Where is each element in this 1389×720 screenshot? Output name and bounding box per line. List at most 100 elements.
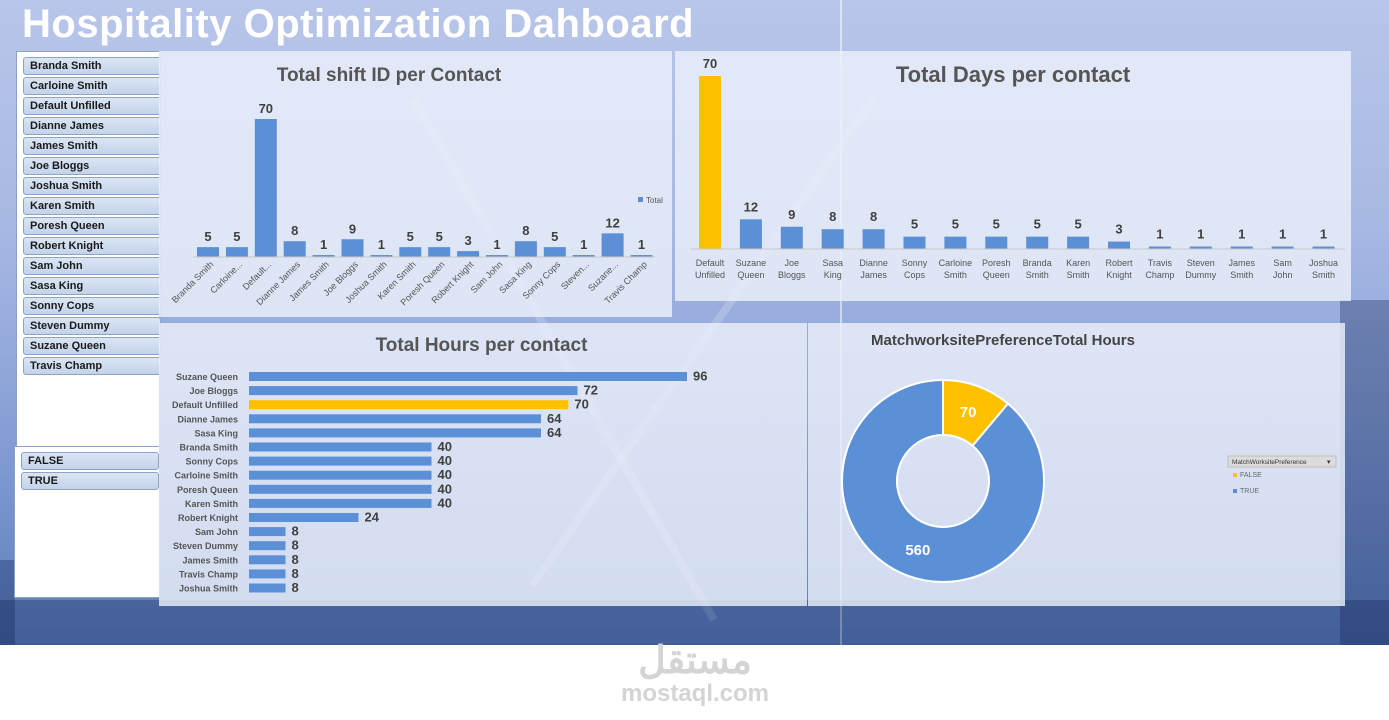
bar-3 [821,229,844,249]
tick-label-13: James Smith [182,555,238,565]
bar-12 [543,247,566,257]
legend-swatch [638,197,643,202]
tick-label-10: Robert Knight [1105,258,1133,280]
tick-label-9: Karen Smith [185,499,238,509]
data-label-9: 40 [438,495,452,510]
slicer-item-james-smith[interactable]: James Smith [23,137,161,155]
tick-label-7: Carloine Smith [174,471,238,481]
slicer-item-default-unfilled[interactable]: Default Unfilled [23,97,161,115]
data-label-7: 5 [407,229,414,244]
tick-label-9: Karen Smith [1066,258,1090,280]
bar-4 [862,229,885,249]
bar-14 [601,233,624,257]
bar-2 [254,119,277,257]
bar-6 [249,456,432,466]
data-label-9: 5 [1074,217,1081,232]
bar-9 [1067,236,1090,249]
bar-0 [699,76,721,249]
bar-3 [249,414,541,424]
tick-label-7: Poresh Queen [982,258,1011,280]
donut-chart: 70 560 MatchWorksitePreference ▾ FALSE TRUE [841,378,1337,583]
tick-label-5: Branda Smith [179,443,238,453]
slicer-item-robert-knight[interactable]: Robert Knight [23,237,161,255]
slice-true [841,378,1045,583]
data-label-7: 5 [993,217,1000,232]
bar-10 [1108,241,1130,249]
bar-11 [249,527,286,537]
bar-15 [630,255,653,257]
data-label-1: 72 [584,383,598,398]
shift-chart-panel: Total shift ID per Contact 5 Branda Smith… [159,51,672,317]
slicer-item-sonny-cops[interactable]: Sonny Cops [23,297,161,315]
contact-slicer: Branda Smith Carloine Smith Default Unfill… [16,51,161,447]
tick-label-1: Joe Bloggs [189,386,238,396]
hours-chart-title: Total Hours per contact [375,335,588,356]
data-label-10: 24 [365,510,380,525]
bar-12 [1189,246,1212,249]
bar-7 [249,470,432,480]
legend-swatch-true [1233,489,1237,493]
tick-label-4: Dianne James [859,258,888,280]
data-label-6: 5 [952,217,959,232]
data-label-3: 8 [291,223,298,238]
data-label-0: 5 [204,229,211,244]
slicer-item-joe-bloggs[interactable]: Joe Bloggs [23,157,161,175]
data-label-11: 8 [522,223,529,238]
slicer-item-true[interactable]: TRUE [21,472,159,490]
tick-label-8: Poresh Queen [177,485,238,495]
data-label-11: 1 [1156,227,1163,242]
data-label-2: 9 [788,207,795,222]
bar-13 [1230,246,1253,249]
slicer-item-carloine-smith[interactable]: Carloine Smith [23,77,161,95]
slicer-item-sasa-king[interactable]: Sasa King [23,277,161,295]
data-label-6: 1 [378,237,385,252]
bar-13 [249,555,286,565]
bar-11 [514,241,537,257]
data-label-13: 8 [292,552,299,567]
slicer-item-branda-smith[interactable]: Branda Smith [23,57,161,75]
data-label-4: 1 [320,237,327,252]
data-label-15: 8 [292,580,299,595]
tick-label-15: Joshua Smith [179,584,238,594]
bar-0 [249,372,687,381]
slicer-item-karen-smith[interactable]: Karen Smith [23,197,161,215]
data-label-8: 40 [438,481,452,496]
bar-5 [249,442,432,452]
slicer-item-steven-dummy[interactable]: Steven Dummy [23,317,161,335]
slicer-item-joshua-smith[interactable]: Joshua Smith [23,177,161,195]
bar-4 [249,428,541,438]
data-label-9: 3 [464,233,471,248]
slicer-item-poresh-queen[interactable]: Poresh Queen [23,217,161,235]
tick-label-11: Travis Champ [1145,258,1174,280]
tick-label-6: Carloine Smith [939,258,973,280]
bar-7 [985,236,1008,249]
data-label-2: 70 [259,101,273,116]
donut-chart-title: MatchworksitePreferenceTotal Hours [871,332,1135,349]
bar-13 [572,255,595,257]
bar-14 [1271,246,1294,249]
watermark: مستقل mostaql.com [600,640,790,706]
bar-1 [225,247,248,257]
data-label-8: 5 [1034,217,1041,232]
bar-2 [780,226,803,249]
data-label-14: 8 [292,566,299,581]
slicer-item-dianne-james[interactable]: Dianne James [23,117,161,135]
tick-label-11: Sam John [195,527,238,537]
data-label-1: 5 [233,229,240,244]
slicer-item-false[interactable]: FALSE [21,452,159,470]
slicer-item-sam-john[interactable]: Sam John [23,257,161,275]
tick-label-5: Sonny Cops [902,258,928,280]
bar-1 [249,386,578,396]
tick-label-14: Sam John [1273,258,1293,280]
data-label-0: 70 [703,56,717,71]
legend-label-true: TRUE [1240,488,1259,495]
data-label-4: 8 [870,209,877,224]
slicer-item-travis-champ[interactable]: Travis Champ [23,357,161,375]
data-label-14: 12 [605,215,619,230]
bar-12 [249,541,286,551]
data-label-12: 8 [292,538,299,553]
slicer-item-suzane-queen[interactable]: Suzane Queen [23,337,161,355]
data-label-3: 64 [547,411,562,426]
bar-7 [399,247,422,257]
